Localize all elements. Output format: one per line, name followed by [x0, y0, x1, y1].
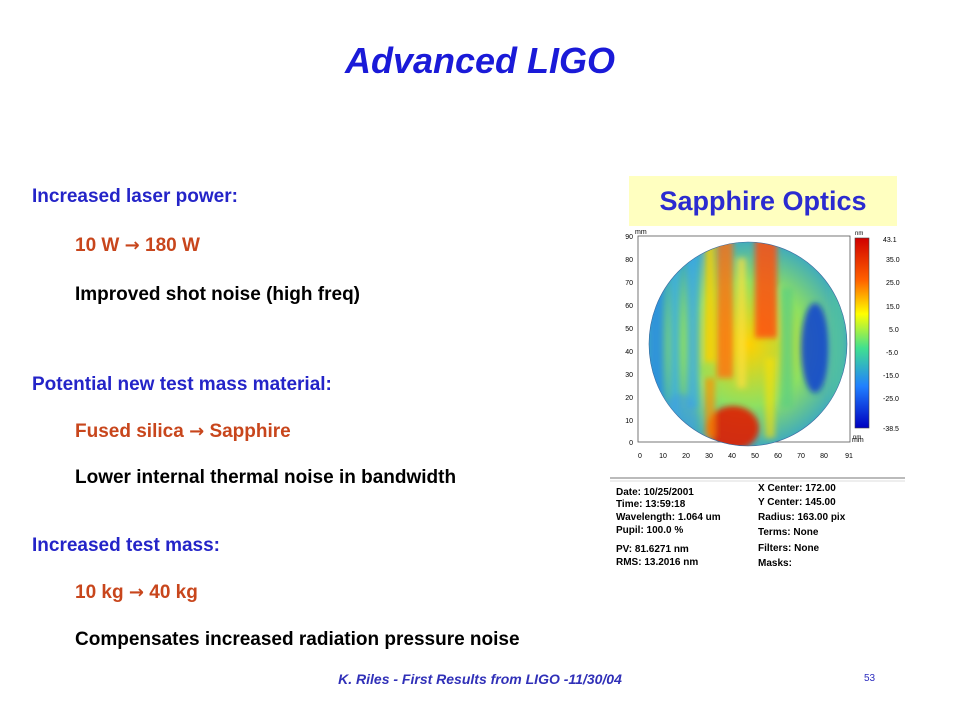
colorbar-tick-label: 5.0 [889, 327, 899, 334]
section-3-change: 10 kg → 40 kg [75, 582, 198, 604]
y-tick-label: 60 [625, 303, 633, 310]
colorbar-tick-label: -25.0 [883, 396, 899, 403]
colorbar-bottom-unit: nm [853, 435, 861, 441]
section-2-from: Fused silica [75, 421, 184, 442]
info-masks: Masks: [758, 558, 792, 569]
x-tick-label: 80 [820, 453, 828, 460]
section-2-heading: Potential new test mass material: [32, 374, 332, 395]
arrow-right-icon: → [189, 421, 205, 442]
info-radius: Radius: 163.00 pix [758, 512, 846, 523]
colorbar-tick-label: -15.0 [883, 373, 899, 380]
info-pupil: Pupil: 100.0 % [616, 525, 684, 536]
y-tick-label: 70 [625, 280, 633, 287]
colorbar [854, 237, 870, 429]
colorbar-tick-label: -38.5 [883, 426, 899, 433]
section-3-to: 40 kg [149, 582, 198, 603]
x-tick-label: 70 [797, 453, 805, 460]
x-tick-label: 10 [659, 453, 667, 460]
colorbar-tick-labels: 43.1 35.0 25.0 15.0 5.0 -5.0 -15.0 -25.0… [883, 237, 900, 433]
y-axis-unit: mm [635, 229, 647, 236]
colorbar-tick-label: -5.0 [886, 350, 898, 357]
y-tick-label: 50 [625, 326, 633, 333]
x-tick-label: 50 [751, 453, 759, 460]
colorbar-tick-label: 15.0 [886, 304, 900, 311]
page-number: 53 [864, 673, 876, 684]
colorbar-tick-label: 43.1 [883, 237, 897, 244]
x-tick-label: 40 [728, 453, 736, 460]
x-tick-label: 0 [638, 453, 642, 460]
figure-label: Sapphire Optics [629, 176, 897, 226]
colorbar-tick-label: 25.0 [886, 280, 900, 287]
y-tick-label: 30 [625, 372, 633, 379]
section-1-change: 10 W → 180 W [75, 235, 200, 257]
info-time: Time: 13:59:18 [616, 499, 686, 510]
info-terms: Terms: None [758, 527, 819, 538]
arrow-right-icon: → [128, 582, 144, 603]
surface-map-figure: mm mm 90 80 70 60 50 40 30 20 10 0 0 10 … [610, 229, 905, 482]
colorbar-tick-label: 35.0 [886, 257, 900, 264]
x-axis-unit: mm [852, 437, 864, 444]
info-rms: RMS: 13.2016 nm [616, 557, 699, 568]
surface-map-disc [649, 242, 847, 446]
x-tick-label: 30 [705, 453, 713, 460]
y-tick-label: 40 [625, 349, 633, 356]
colorbar-unit: nm [855, 231, 863, 237]
slide-title: Advanced LIGO [344, 40, 616, 81]
x-tick-label: 20 [682, 453, 690, 460]
section-1-heading: Increased laser power: [32, 186, 238, 207]
info-y-center: Y Center: 145.00 [758, 497, 836, 508]
info-x-center: X Center: 172.00 [758, 483, 836, 494]
y-tick-label: 0 [629, 440, 633, 447]
info-filters: Filters: None [758, 543, 820, 554]
x-tick-label: 91 [845, 453, 853, 460]
section-3-from: 10 kg [75, 582, 124, 603]
x-tick-labels: 0 10 20 30 40 50 60 70 80 91 [638, 453, 853, 460]
arrow-right-icon: → [124, 235, 140, 256]
info-pv: PV: 81.6271 nm [616, 544, 689, 555]
y-tick-label: 10 [625, 418, 633, 425]
info-wavelength: Wavelength: 1.064 um [616, 512, 721, 523]
section-1-from: 10 W [75, 235, 120, 256]
section-1-detail: Improved shot noise (high freq) [75, 284, 361, 305]
y-tick-labels: 90 80 70 60 50 40 30 20 10 0 [625, 234, 633, 447]
section-3-detail: Compensates increased radiation pressure… [75, 629, 520, 650]
section-3-heading: Increased test mass: [32, 535, 220, 556]
footer: K. Riles - First Results from LIGO -11/3… [338, 671, 622, 687]
section-2-detail: Lower internal thermal noise in bandwidt… [75, 467, 457, 488]
info-date: Date: 10/25/2001 [616, 487, 694, 498]
y-tick-label: 80 [625, 257, 633, 264]
y-tick-label: 20 [625, 395, 633, 402]
section-1-to: 180 W [145, 235, 200, 256]
section-2-change: Fused silica → Sapphire [75, 421, 291, 443]
x-tick-label: 60 [774, 453, 782, 460]
y-tick-label: 90 [625, 234, 633, 241]
section-2-to: Sapphire [209, 421, 291, 442]
